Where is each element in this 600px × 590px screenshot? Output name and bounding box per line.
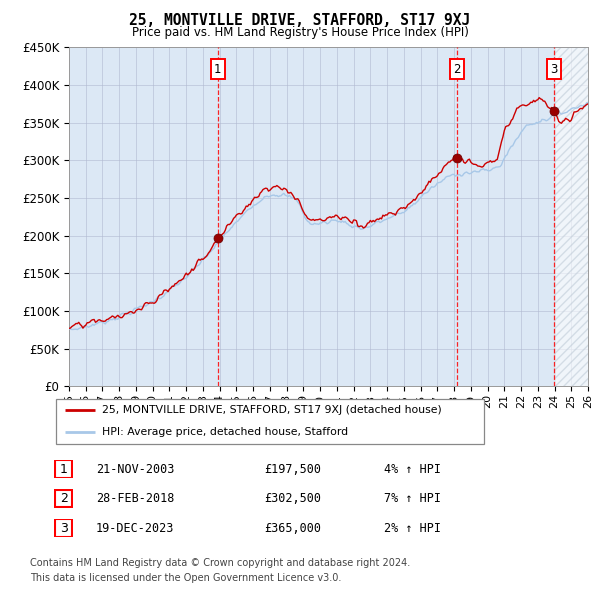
Text: 1: 1 — [214, 63, 221, 76]
Text: £197,500: £197,500 — [264, 463, 321, 476]
Text: 7% ↑ HPI: 7% ↑ HPI — [384, 492, 441, 505]
Text: 21-NOV-2003: 21-NOV-2003 — [96, 463, 175, 476]
Text: 28-FEB-2018: 28-FEB-2018 — [96, 492, 175, 505]
Text: HPI: Average price, detached house, Stafford: HPI: Average price, detached house, Staf… — [101, 427, 347, 437]
FancyBboxPatch shape — [55, 460, 73, 478]
FancyBboxPatch shape — [55, 519, 73, 537]
Text: 25, MONTVILLE DRIVE, STAFFORD, ST17 9XJ (detached house): 25, MONTVILLE DRIVE, STAFFORD, ST17 9XJ … — [101, 405, 441, 415]
Text: Contains HM Land Registry data © Crown copyright and database right 2024.: Contains HM Land Registry data © Crown c… — [30, 558, 410, 568]
Text: Price paid vs. HM Land Registry's House Price Index (HPI): Price paid vs. HM Land Registry's House … — [131, 26, 469, 39]
Text: 2: 2 — [453, 63, 460, 76]
FancyBboxPatch shape — [55, 490, 73, 507]
Text: 2% ↑ HPI: 2% ↑ HPI — [384, 522, 441, 535]
FancyBboxPatch shape — [56, 398, 484, 444]
Bar — [554, 47, 588, 386]
Text: 1: 1 — [59, 463, 68, 476]
Text: £302,500: £302,500 — [264, 492, 321, 505]
Text: 25, MONTVILLE DRIVE, STAFFORD, ST17 9XJ: 25, MONTVILLE DRIVE, STAFFORD, ST17 9XJ — [130, 13, 470, 28]
Text: £365,000: £365,000 — [264, 522, 321, 535]
Text: 3: 3 — [550, 63, 557, 76]
Text: This data is licensed under the Open Government Licence v3.0.: This data is licensed under the Open Gov… — [30, 573, 341, 583]
Text: 2: 2 — [59, 492, 68, 505]
Text: 19-DEC-2023: 19-DEC-2023 — [96, 522, 175, 535]
Text: 4% ↑ HPI: 4% ↑ HPI — [384, 463, 441, 476]
Text: 3: 3 — [59, 522, 68, 535]
